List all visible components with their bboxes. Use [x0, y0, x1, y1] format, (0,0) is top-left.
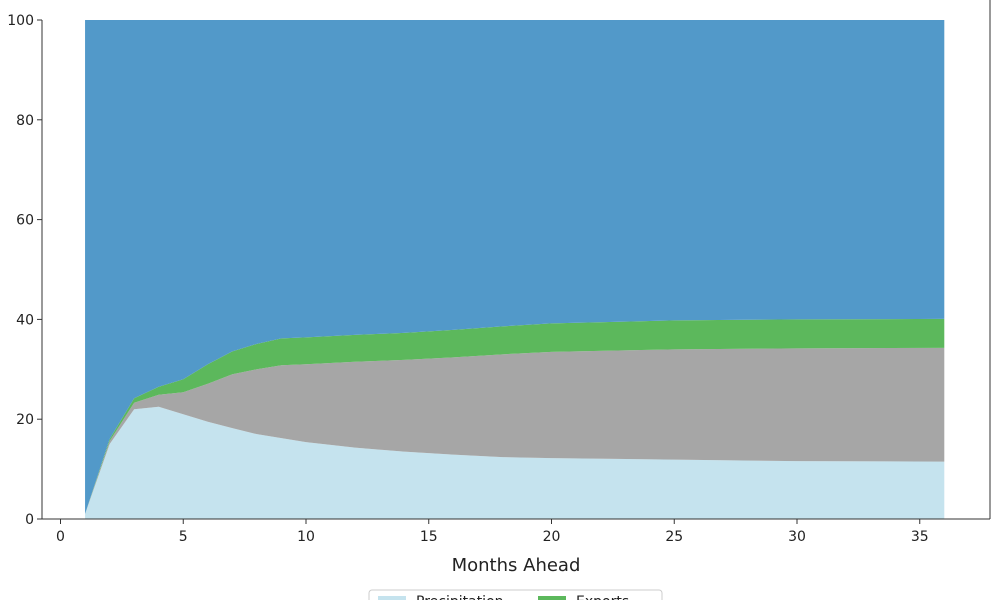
x-tick-label: 20	[543, 529, 561, 545]
legend-swatch-precipitation	[378, 596, 406, 600]
area-series-precipitation	[85, 406, 945, 519]
y-tick-label: 100	[7, 13, 34, 29]
legend-box	[368, 589, 663, 600]
legend: Precipitation Exports	[368, 589, 663, 600]
y-tick-label: 80	[16, 113, 34, 129]
y-tick-label: 0	[25, 512, 34, 528]
x-tick-label: 30	[788, 529, 806, 545]
x-tick-label: 10	[297, 529, 315, 545]
x-tick-label: 5	[179, 529, 188, 545]
ticks-layer: 0 20 40 60 80 100 0 5 10 15 20 25 30 35	[7, 13, 928, 545]
areas-layer	[85, 20, 945, 519]
y-tick-label: 60	[16, 213, 34, 229]
legend-swatch-exports	[538, 596, 566, 600]
legend-label-precipitation: Precipitation	[416, 594, 504, 600]
axes-layer	[41, 0, 991, 520]
x-tick-label: 0	[56, 529, 65, 545]
legend-label-exports: Exports	[576, 594, 629, 600]
x-tick-label: 25	[665, 529, 683, 545]
x-axis-title: Months Ahead	[452, 555, 581, 576]
y-tick-label: 20	[16, 412, 34, 428]
area-series-layer-4	[85, 20, 945, 515]
x-tick-label: 35	[911, 529, 929, 545]
y-tick-label: 40	[16, 312, 34, 328]
area-series-layer-2	[85, 347, 945, 515]
x-tick-label: 15	[420, 529, 438, 545]
area-series-exports	[85, 318, 945, 515]
